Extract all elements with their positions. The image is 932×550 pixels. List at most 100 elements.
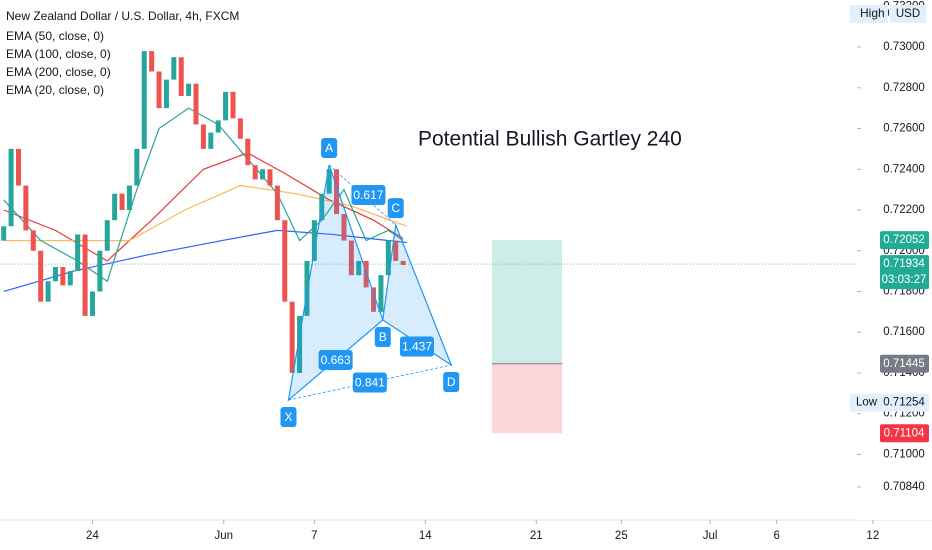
y-tick-label: 0.71000 [883,448,925,460]
candle-body [126,185,132,210]
candle-body [348,240,354,276]
pattern-point-label-bg [374,326,391,347]
candle-body [134,148,140,186]
candle-body [215,120,221,133]
candle-body [149,51,155,72]
candle-body [237,118,243,139]
candle-body [119,193,125,210]
legend-entry: EMA (50, close, 0) [6,29,104,43]
pattern-point-label: D [447,375,456,389]
candle-body [393,240,399,261]
candle-body [15,148,21,186]
ratio-label: 0.841 [355,376,385,390]
candle-body [178,57,184,96]
currency-bg [890,5,926,23]
price-tag: 0.72052 [883,234,925,246]
candle-body [371,287,377,312]
pattern-point-label: C [391,201,400,215]
x-tick-label: 12 [866,530,879,542]
candle-body [104,220,110,251]
x-tick-label: 6 [773,530,779,542]
y-tick-label: 0.72200 [883,204,925,216]
y-tick-label: 0.72600 [883,123,925,135]
currency: USD [896,8,920,20]
candle-body [60,267,66,286]
price-tag-bg [880,424,929,443]
pattern-point-label-bg [321,137,338,158]
candle-body [171,57,177,80]
x-tick-label: 21 [530,530,543,542]
ratio-label-bg [318,350,353,371]
annotation: Potential Bullish Gartley 240 [418,128,682,151]
pattern-point-label-bg [443,371,460,392]
price-tag-bg [880,255,929,290]
pattern-point-label: A [325,141,333,155]
candle-body [311,220,317,261]
legend-entry: EMA (100, close, 0) [6,47,111,61]
low-label: Low [856,397,878,409]
candle-body [1,226,7,241]
candle-body [112,193,118,221]
legend-entry: EMA (200, close, 0) [6,65,111,79]
candle-body [156,71,162,109]
candle-body [230,91,236,119]
ema-line [3,107,404,283]
low-bg [850,393,880,412]
x-tick-label: 25 [615,530,628,542]
candle-body [289,301,295,373]
ratio-label: 1.437 [402,340,432,354]
candle-body [341,214,347,241]
ratio-label-bg [399,336,434,357]
price-tag-bg [880,354,929,373]
ratio-label-bg [352,372,387,393]
pattern-point-label: B [379,330,387,344]
candle-body [141,51,147,149]
candle-body [200,124,206,149]
candle-body [252,165,258,180]
y-tick-label: 0.72400 [883,163,925,175]
candle-body [356,260,362,276]
target-zone [491,240,563,364]
x-tick-label: Jun [214,530,233,542]
candle-body [163,79,169,109]
candle-body [363,260,369,288]
candle-body [8,148,14,227]
pattern-point-label-bg [387,198,404,219]
x-tick-label: Jul [703,530,718,542]
x-tick-label: 24 [86,530,99,542]
pattern-point-label-bg [280,407,297,428]
high-label: High [860,6,885,20]
pattern-ratio-line [288,364,452,401]
candle-body [97,250,103,292]
candle-body [186,83,192,96]
price-tag-bg [880,393,929,412]
price-tag: 0.71934 [883,258,925,270]
candle-body [282,220,288,302]
candle-body [45,281,51,302]
candle-body [75,234,81,272]
candle-body [193,83,199,125]
candle-body [89,291,95,316]
price-tag: 0.71104 [884,427,925,439]
x-tick-label: 14 [419,530,432,542]
candle-body [326,169,332,194]
ratio-label-bg [351,185,386,206]
candle-body [30,230,36,251]
y-tick-label: 0.71600 [883,326,925,338]
candle-body [378,275,384,312]
y-tick-label: 0.72800 [883,82,925,94]
candle-body [67,271,73,286]
candle-body [23,185,29,231]
stop-zone [491,363,563,434]
candle-body [297,315,303,373]
chart-title: New Zealand Dollar / U.S. Dollar, 4h, FX… [6,9,239,23]
high-bg [850,5,888,23]
price-tag-bg [880,231,929,250]
candle-body [260,169,266,180]
candle-body [267,169,273,186]
ratio-label: 0.663 [321,353,351,367]
candle-body [52,267,58,282]
price-tag: 0.71254 [883,397,925,409]
